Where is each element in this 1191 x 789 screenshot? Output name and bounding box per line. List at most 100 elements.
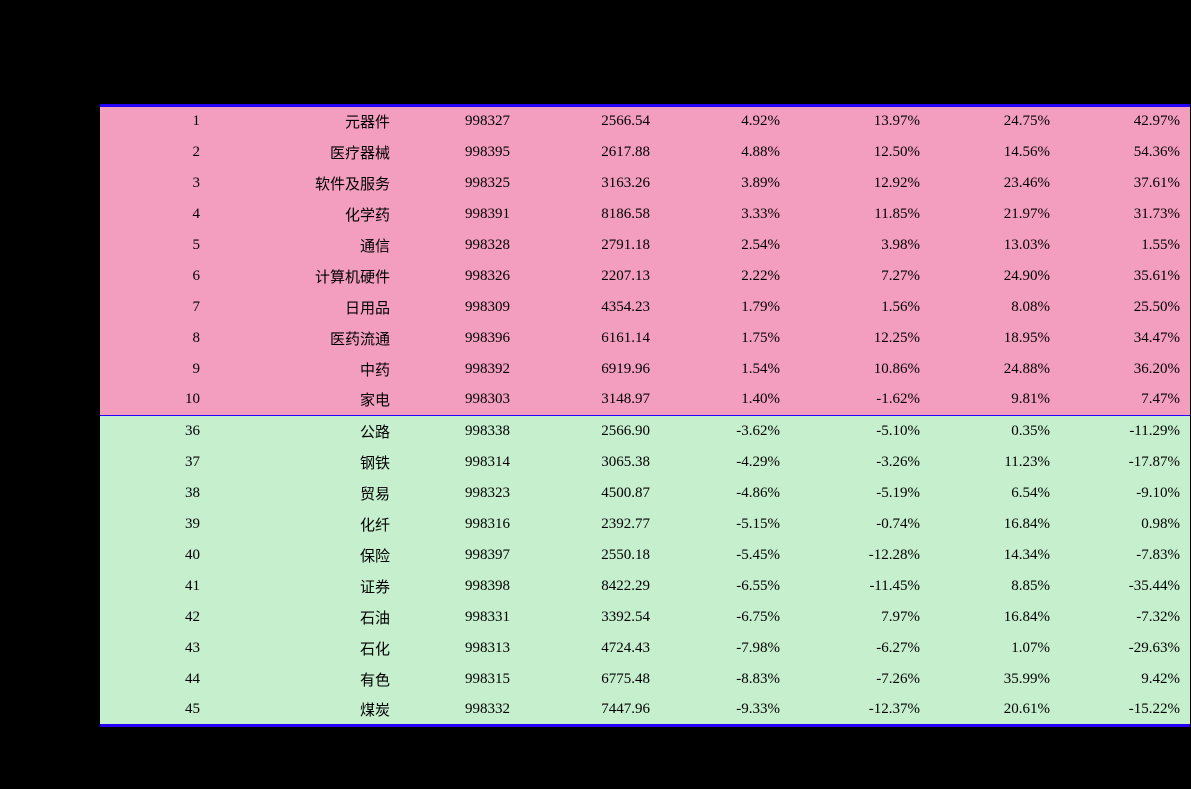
pct2-cell: 1.56% <box>790 292 930 323</box>
value-cell: 3163.26 <box>520 168 660 199</box>
code-cell: 998338 <box>400 416 520 447</box>
pct3-cell: 9.81% <box>930 385 1060 416</box>
code-cell: 998313 <box>400 633 520 664</box>
table-row: 38贸易9983234500.87-4.86%-5.19%6.54%-9.10% <box>100 478 1190 509</box>
pct1-cell: 2.54% <box>660 230 790 261</box>
pct3-cell: 14.34% <box>930 540 1060 571</box>
pct2-cell: 13.97% <box>790 106 930 137</box>
rank-cell: 2 <box>100 137 210 168</box>
value-cell: 2550.18 <box>520 540 660 571</box>
table-row: 39化纤9983162392.77-5.15%-0.74%16.84%0.98% <box>100 509 1190 540</box>
table-row: 1元器件9983272566.544.92%13.97%24.75%42.97% <box>100 106 1190 137</box>
pct4-cell: 9.42% <box>1060 664 1190 695</box>
pct3-cell: 24.90% <box>930 261 1060 292</box>
pct2-cell: 12.92% <box>790 168 930 199</box>
table-row: 2医疗器械9983952617.884.88%12.50%14.56%54.36… <box>100 137 1190 168</box>
name-cell: 证券 <box>210 571 400 602</box>
pct4-cell: -9.10% <box>1060 478 1190 509</box>
rank-cell: 7 <box>100 292 210 323</box>
rank-cell: 5 <box>100 230 210 261</box>
name-cell: 软件及服务 <box>210 168 400 199</box>
value-cell: 2617.88 <box>520 137 660 168</box>
code-cell: 998314 <box>400 447 520 478</box>
pct1-cell: -6.55% <box>660 571 790 602</box>
pct3-cell: 1.07% <box>930 633 1060 664</box>
industry-table-container: 1元器件9983272566.544.92%13.97%24.75%42.97%… <box>100 104 1094 727</box>
pct4-cell: -15.22% <box>1060 695 1190 726</box>
table-row: 10家电9983033148.971.40%-1.62%9.81%7.47% <box>100 385 1190 416</box>
rank-cell: 37 <box>100 447 210 478</box>
code-cell: 998309 <box>400 292 520 323</box>
name-cell: 家电 <box>210 385 400 416</box>
pct3-cell: 20.61% <box>930 695 1060 726</box>
code-cell: 998328 <box>400 230 520 261</box>
pct1-cell: 4.88% <box>660 137 790 168</box>
pct1-cell: -4.29% <box>660 447 790 478</box>
pct4-cell: 34.47% <box>1060 323 1190 354</box>
pct4-cell: 42.97% <box>1060 106 1190 137</box>
pct4-cell: -7.83% <box>1060 540 1190 571</box>
table-row: 6计算机硬件9983262207.132.22%7.27%24.90%35.61… <box>100 261 1190 292</box>
code-cell: 998327 <box>400 106 520 137</box>
pct4-cell: 31.73% <box>1060 199 1190 230</box>
code-cell: 998332 <box>400 695 520 726</box>
table-row: 41证券9983988422.29-6.55%-11.45%8.85%-35.4… <box>100 571 1190 602</box>
name-cell: 元器件 <box>210 106 400 137</box>
pct1-cell: -5.45% <box>660 540 790 571</box>
code-cell: 998331 <box>400 602 520 633</box>
table-row: 42石油9983313392.54-6.75%7.97%16.84%-7.32% <box>100 602 1190 633</box>
pct3-cell: 8.85% <box>930 571 1060 602</box>
name-cell: 化纤 <box>210 509 400 540</box>
pct3-cell: 6.54% <box>930 478 1060 509</box>
code-cell: 998397 <box>400 540 520 571</box>
value-cell: 2566.54 <box>520 106 660 137</box>
name-cell: 煤炭 <box>210 695 400 726</box>
name-cell: 医疗器械 <box>210 137 400 168</box>
name-cell: 保险 <box>210 540 400 571</box>
name-cell: 医药流通 <box>210 323 400 354</box>
table-row: 43石化9983134724.43-7.98%-6.27%1.07%-29.63… <box>100 633 1190 664</box>
pct1-cell: -6.75% <box>660 602 790 633</box>
pct4-cell: -11.29% <box>1060 416 1190 447</box>
pct4-cell: 35.61% <box>1060 261 1190 292</box>
pct4-cell: 36.20% <box>1060 354 1190 385</box>
pct1-cell: 1.75% <box>660 323 790 354</box>
code-cell: 998303 <box>400 385 520 416</box>
name-cell: 计算机硬件 <box>210 261 400 292</box>
table-row: 8医药流通9983966161.141.75%12.25%18.95%34.47… <box>100 323 1190 354</box>
rank-cell: 38 <box>100 478 210 509</box>
pct1-cell: -5.15% <box>660 509 790 540</box>
value-cell: 3148.97 <box>520 385 660 416</box>
rank-cell: 44 <box>100 664 210 695</box>
pct3-cell: 24.75% <box>930 106 1060 137</box>
rank-cell: 39 <box>100 509 210 540</box>
value-cell: 4724.43 <box>520 633 660 664</box>
pct2-cell: -12.37% <box>790 695 930 726</box>
pct3-cell: 13.03% <box>930 230 1060 261</box>
value-cell: 4500.87 <box>520 478 660 509</box>
pct2-cell: -5.10% <box>790 416 930 447</box>
pct3-cell: 11.23% <box>930 447 1060 478</box>
rank-cell: 1 <box>100 106 210 137</box>
pct1-cell: 1.40% <box>660 385 790 416</box>
table-row: 3软件及服务9983253163.263.89%12.92%23.46%37.6… <box>100 168 1190 199</box>
name-cell: 贸易 <box>210 478 400 509</box>
pct2-cell: 12.50% <box>790 137 930 168</box>
code-cell: 998395 <box>400 137 520 168</box>
table-row: 44有色9983156775.48-8.83%-7.26%35.99%9.42% <box>100 664 1190 695</box>
pct4-cell: 25.50% <box>1060 292 1190 323</box>
rank-cell: 40 <box>100 540 210 571</box>
rank-cell: 43 <box>100 633 210 664</box>
value-cell: 2207.13 <box>520 261 660 292</box>
code-cell: 998398 <box>400 571 520 602</box>
code-cell: 998392 <box>400 354 520 385</box>
pct2-cell: -12.28% <box>790 540 930 571</box>
pct2-cell: 11.85% <box>790 199 930 230</box>
pct4-cell: -7.32% <box>1060 602 1190 633</box>
rank-cell: 3 <box>100 168 210 199</box>
pct2-cell: -1.62% <box>790 385 930 416</box>
pct4-cell: 0.98% <box>1060 509 1190 540</box>
table-row: 40保险9983972550.18-5.45%-12.28%14.34%-7.8… <box>100 540 1190 571</box>
code-cell: 998325 <box>400 168 520 199</box>
name-cell: 日用品 <box>210 292 400 323</box>
